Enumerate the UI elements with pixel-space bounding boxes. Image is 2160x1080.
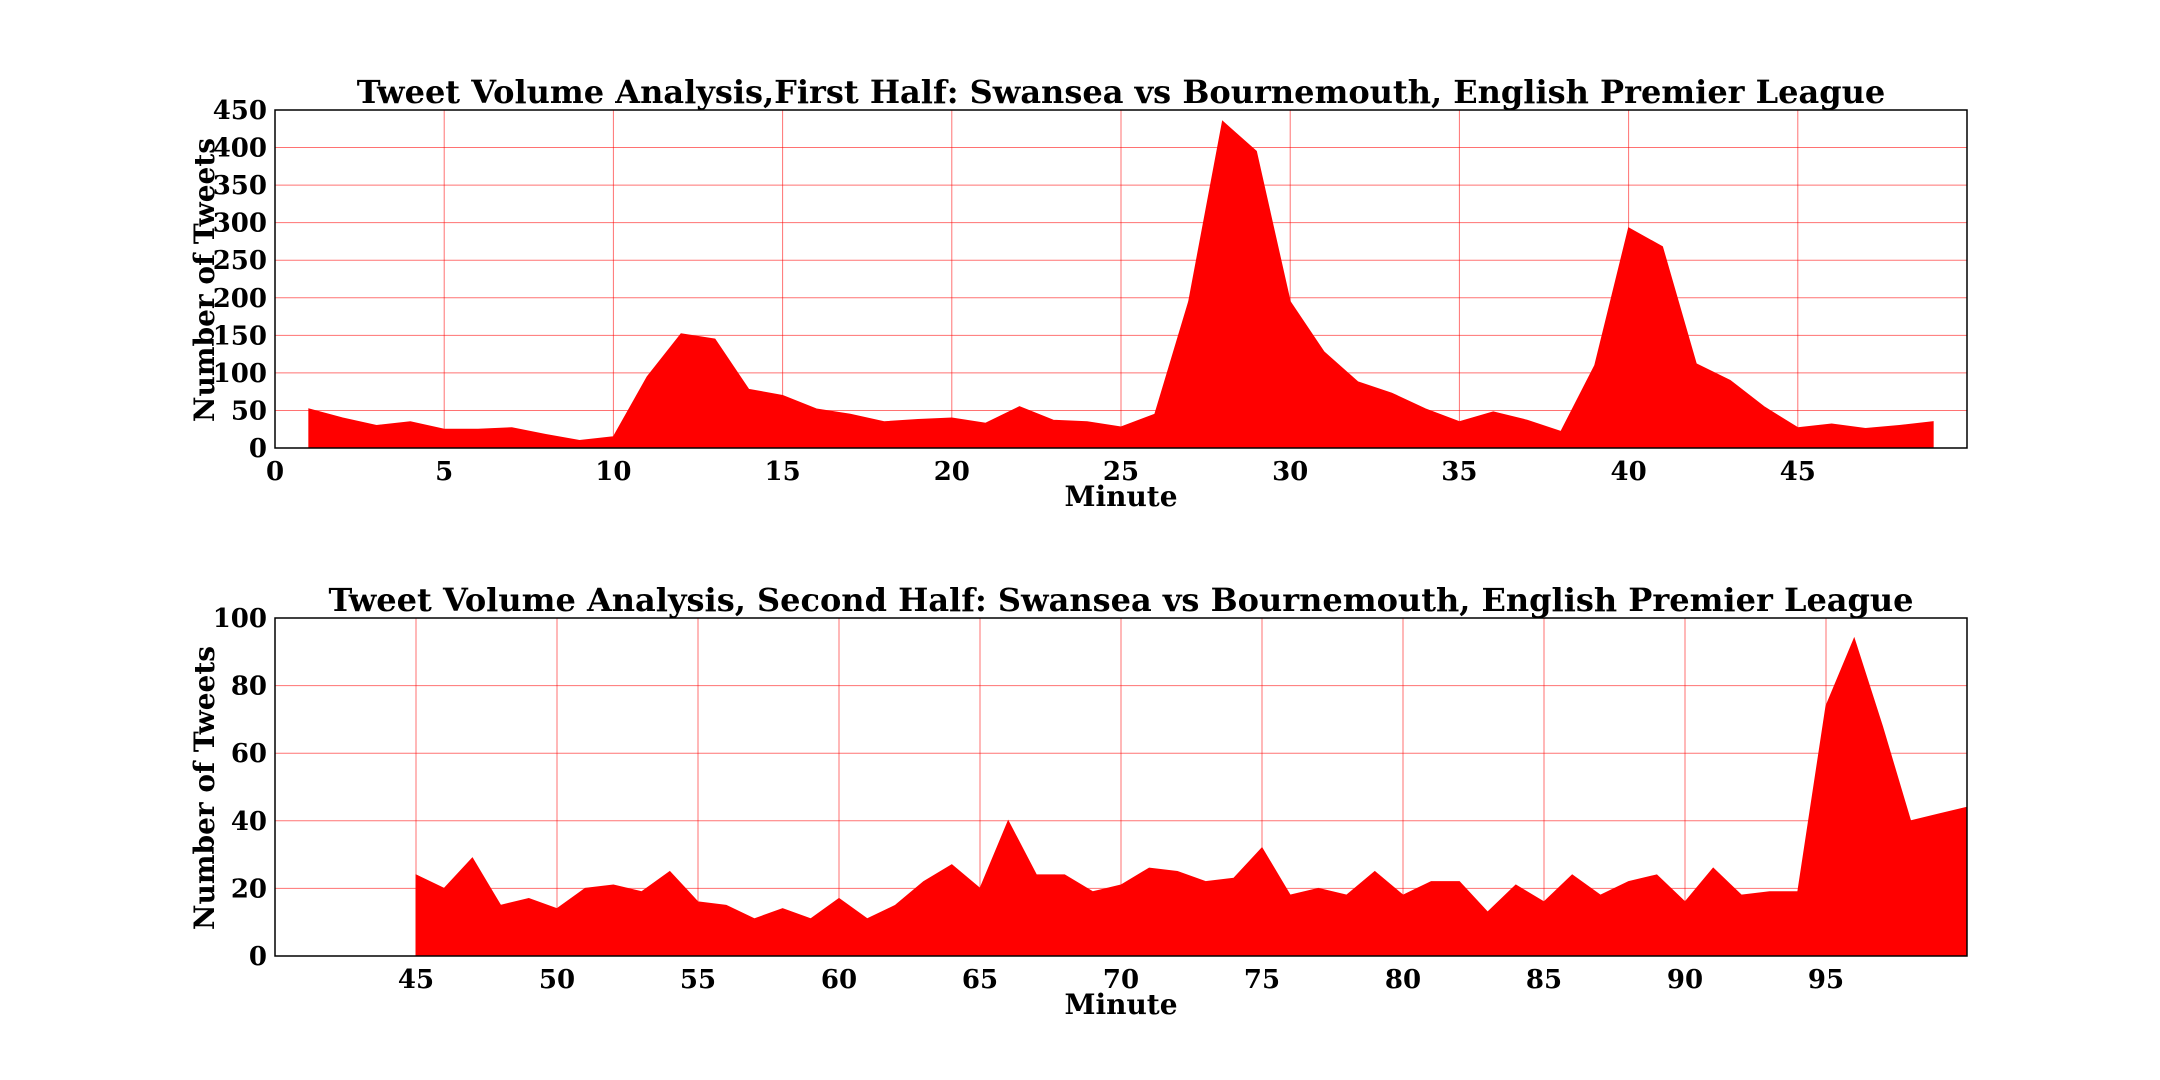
- chart-title: Tweet Volume Analysis,First Half: Swanse…: [357, 73, 1886, 111]
- y-tick-labels: 0 20 40 60 80 100: [213, 604, 267, 972]
- x-tick-label: 20: [934, 457, 970, 487]
- x-tick-label: 45: [1780, 457, 1816, 487]
- x-axis-label: Minute: [1064, 988, 1177, 1021]
- y-tick-label: 350: [213, 171, 267, 201]
- y-tick-label: 40: [231, 807, 267, 837]
- y-tick-label: 100: [213, 604, 267, 634]
- x-axis-label: Minute: [1064, 480, 1177, 513]
- x-tick-label: 85: [1526, 965, 1562, 995]
- x-tick-label: 25: [1103, 457, 1139, 487]
- area-layer: [415, 636, 1968, 957]
- plot-frame: [274, 617, 1968, 957]
- x-tick-label: 35: [1441, 457, 1477, 487]
- x-tick-label: 75: [1244, 965, 1280, 995]
- x-tick-label: 10: [595, 457, 631, 487]
- x-tick-label: 55: [680, 965, 716, 995]
- x-tick-label: 45: [398, 965, 434, 995]
- x-tick-label: 90: [1667, 965, 1703, 995]
- y-tick-labels: 0 50 100 150 200 250 300 350 400 450: [213, 96, 267, 464]
- chart-title: Tweet Volume Analysis, Second Half: Swan…: [328, 581, 1913, 619]
- y-tick-label: 60: [231, 739, 267, 769]
- x-tick-label: 0: [266, 457, 284, 487]
- y-tick-label: 100: [213, 359, 267, 389]
- x-tick-label: 50: [539, 965, 575, 995]
- x-tick-label: 65: [962, 965, 998, 995]
- x-tick-labels: 0 5 10 15 20 25 30 35 40 45: [266, 457, 1816, 487]
- area-layer: [308, 120, 1934, 449]
- y-tick-label: 150: [213, 321, 267, 351]
- x-tick-label: 5: [435, 457, 453, 487]
- y-tick-label: 0: [249, 434, 267, 464]
- y-tick-label: 200: [213, 284, 267, 314]
- area-series: [415, 636, 1968, 957]
- y-tick-label: 80: [231, 672, 267, 702]
- plot-frame: [274, 109, 1968, 449]
- y-tick-label: 50: [231, 396, 267, 426]
- x-tick-label: 30: [1272, 457, 1308, 487]
- y-axis-label: Number of Tweets: [188, 138, 221, 422]
- y-axis-label: Number of Tweets: [188, 646, 221, 930]
- x-tick-label: 80: [1385, 965, 1421, 995]
- x-tick-label: 60: [821, 965, 857, 995]
- area-series: [308, 120, 1934, 449]
- y-tick-label: 300: [213, 209, 267, 239]
- x-tick-label: 40: [1611, 457, 1647, 487]
- y-tick-label: 20: [231, 874, 267, 904]
- y-tick-label: 250: [213, 246, 267, 276]
- x-tick-label: 95: [1808, 965, 1844, 995]
- chart-second-half: Tweet Volume Analysis, Second Half: Swan…: [188, 581, 1968, 1021]
- y-tick-label: 0: [249, 942, 267, 972]
- chart-first-half: Tweet Volume Analysis,First Half: Swanse…: [188, 73, 1968, 513]
- y-tick-label: 450: [213, 96, 267, 126]
- x-tick-label: 70: [1103, 965, 1139, 995]
- y-tick-label: 400: [213, 134, 267, 164]
- x-tick-label: 15: [765, 457, 801, 487]
- x-tick-labels: 45 50 55 60 65 70 75 80 85 90 95: [398, 965, 1844, 995]
